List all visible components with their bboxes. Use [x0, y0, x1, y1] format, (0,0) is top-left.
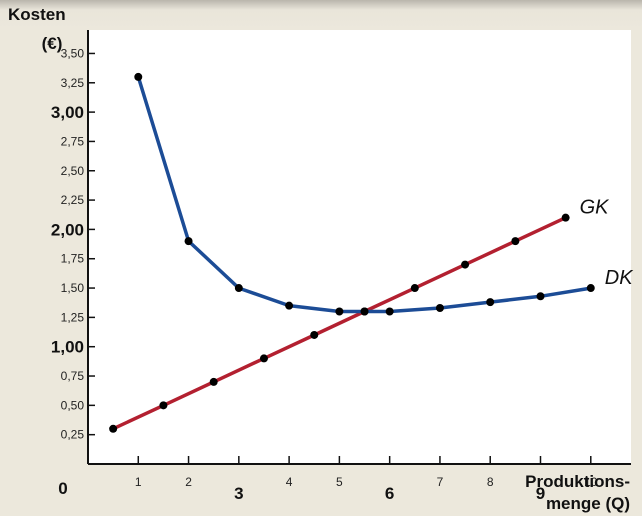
y-tick-label: 2,50 — [61, 164, 85, 178]
series-dk: DK — [134, 72, 634, 316]
x-axis-title-line2: menge (Q) — [546, 494, 630, 513]
data-point — [259, 354, 268, 363]
y-axis-title-line2: (€) — [42, 34, 63, 53]
y-tick-label: 1,75 — [61, 252, 85, 266]
y-tick-label: 1,50 — [61, 281, 85, 295]
x-tick-label: 5 — [336, 475, 343, 489]
y-tick-label: 1,25 — [61, 310, 85, 324]
data-point — [461, 260, 470, 269]
series-layer: GK DK — [109, 72, 634, 433]
data-point — [435, 303, 444, 312]
data-point — [310, 330, 319, 339]
data-point — [410, 284, 419, 293]
x-tick-label: 4 — [286, 475, 293, 489]
y-tick-label: 2,75 — [61, 134, 85, 148]
data-point — [285, 301, 294, 310]
data-point — [511, 237, 520, 246]
x-tick-label: 3 — [234, 484, 243, 503]
origin-label: 0 — [58, 479, 67, 498]
x-tick-label: 10 — [584, 475, 598, 489]
data-point — [561, 213, 570, 222]
data-point — [335, 307, 344, 316]
y-axis-title-line1: Kosten — [8, 5, 66, 24]
data-point — [385, 307, 394, 316]
x-tick-label: 6 — [385, 484, 394, 503]
data-point — [360, 307, 369, 316]
series-gk: GK — [109, 197, 610, 433]
x-tick-label: 2 — [185, 475, 192, 489]
data-point — [109, 424, 118, 433]
x-tick-label: 7 — [437, 475, 444, 489]
y-tick-label: 3,50 — [61, 46, 85, 60]
y-tick-label: 1,00 — [51, 338, 84, 357]
x-axis-title-line1: Produktions- — [525, 472, 630, 491]
y-tick-label: 3,00 — [51, 103, 84, 122]
data-point — [209, 377, 218, 386]
x-tick-label: 1 — [135, 475, 142, 489]
y-tick-label: 0,75 — [61, 369, 85, 383]
plot-background — [88, 30, 631, 464]
data-point — [486, 298, 495, 307]
y-axis-ticks: 0,25 0,50 0,75 1,00 1,25 1,50 1,75 2,00 2,25 2,50… — [51, 46, 95, 442]
y-tick-label: 0,25 — [61, 428, 85, 442]
y-tick-label: 2,25 — [61, 193, 85, 207]
data-point — [586, 284, 595, 293]
x-tick-label: 9 — [536, 484, 545, 503]
data-point — [184, 237, 193, 246]
y-tick-label: 2,00 — [51, 220, 84, 239]
data-point — [536, 292, 545, 301]
y-tick-label: 3,25 — [61, 76, 85, 90]
y-tick-label: 0,50 — [61, 398, 85, 412]
series-label-dk: DK — [605, 267, 634, 289]
data-point — [134, 72, 143, 81]
data-point — [234, 284, 243, 293]
data-point — [159, 401, 168, 410]
series-line-gk — [111, 215, 568, 431]
series-label-gk: GK — [580, 197, 611, 219]
x-tick-label: 8 — [487, 475, 494, 489]
x-axis-ticks: 1 2 3 4 5 6 7 8 9 10 — [135, 456, 598, 503]
